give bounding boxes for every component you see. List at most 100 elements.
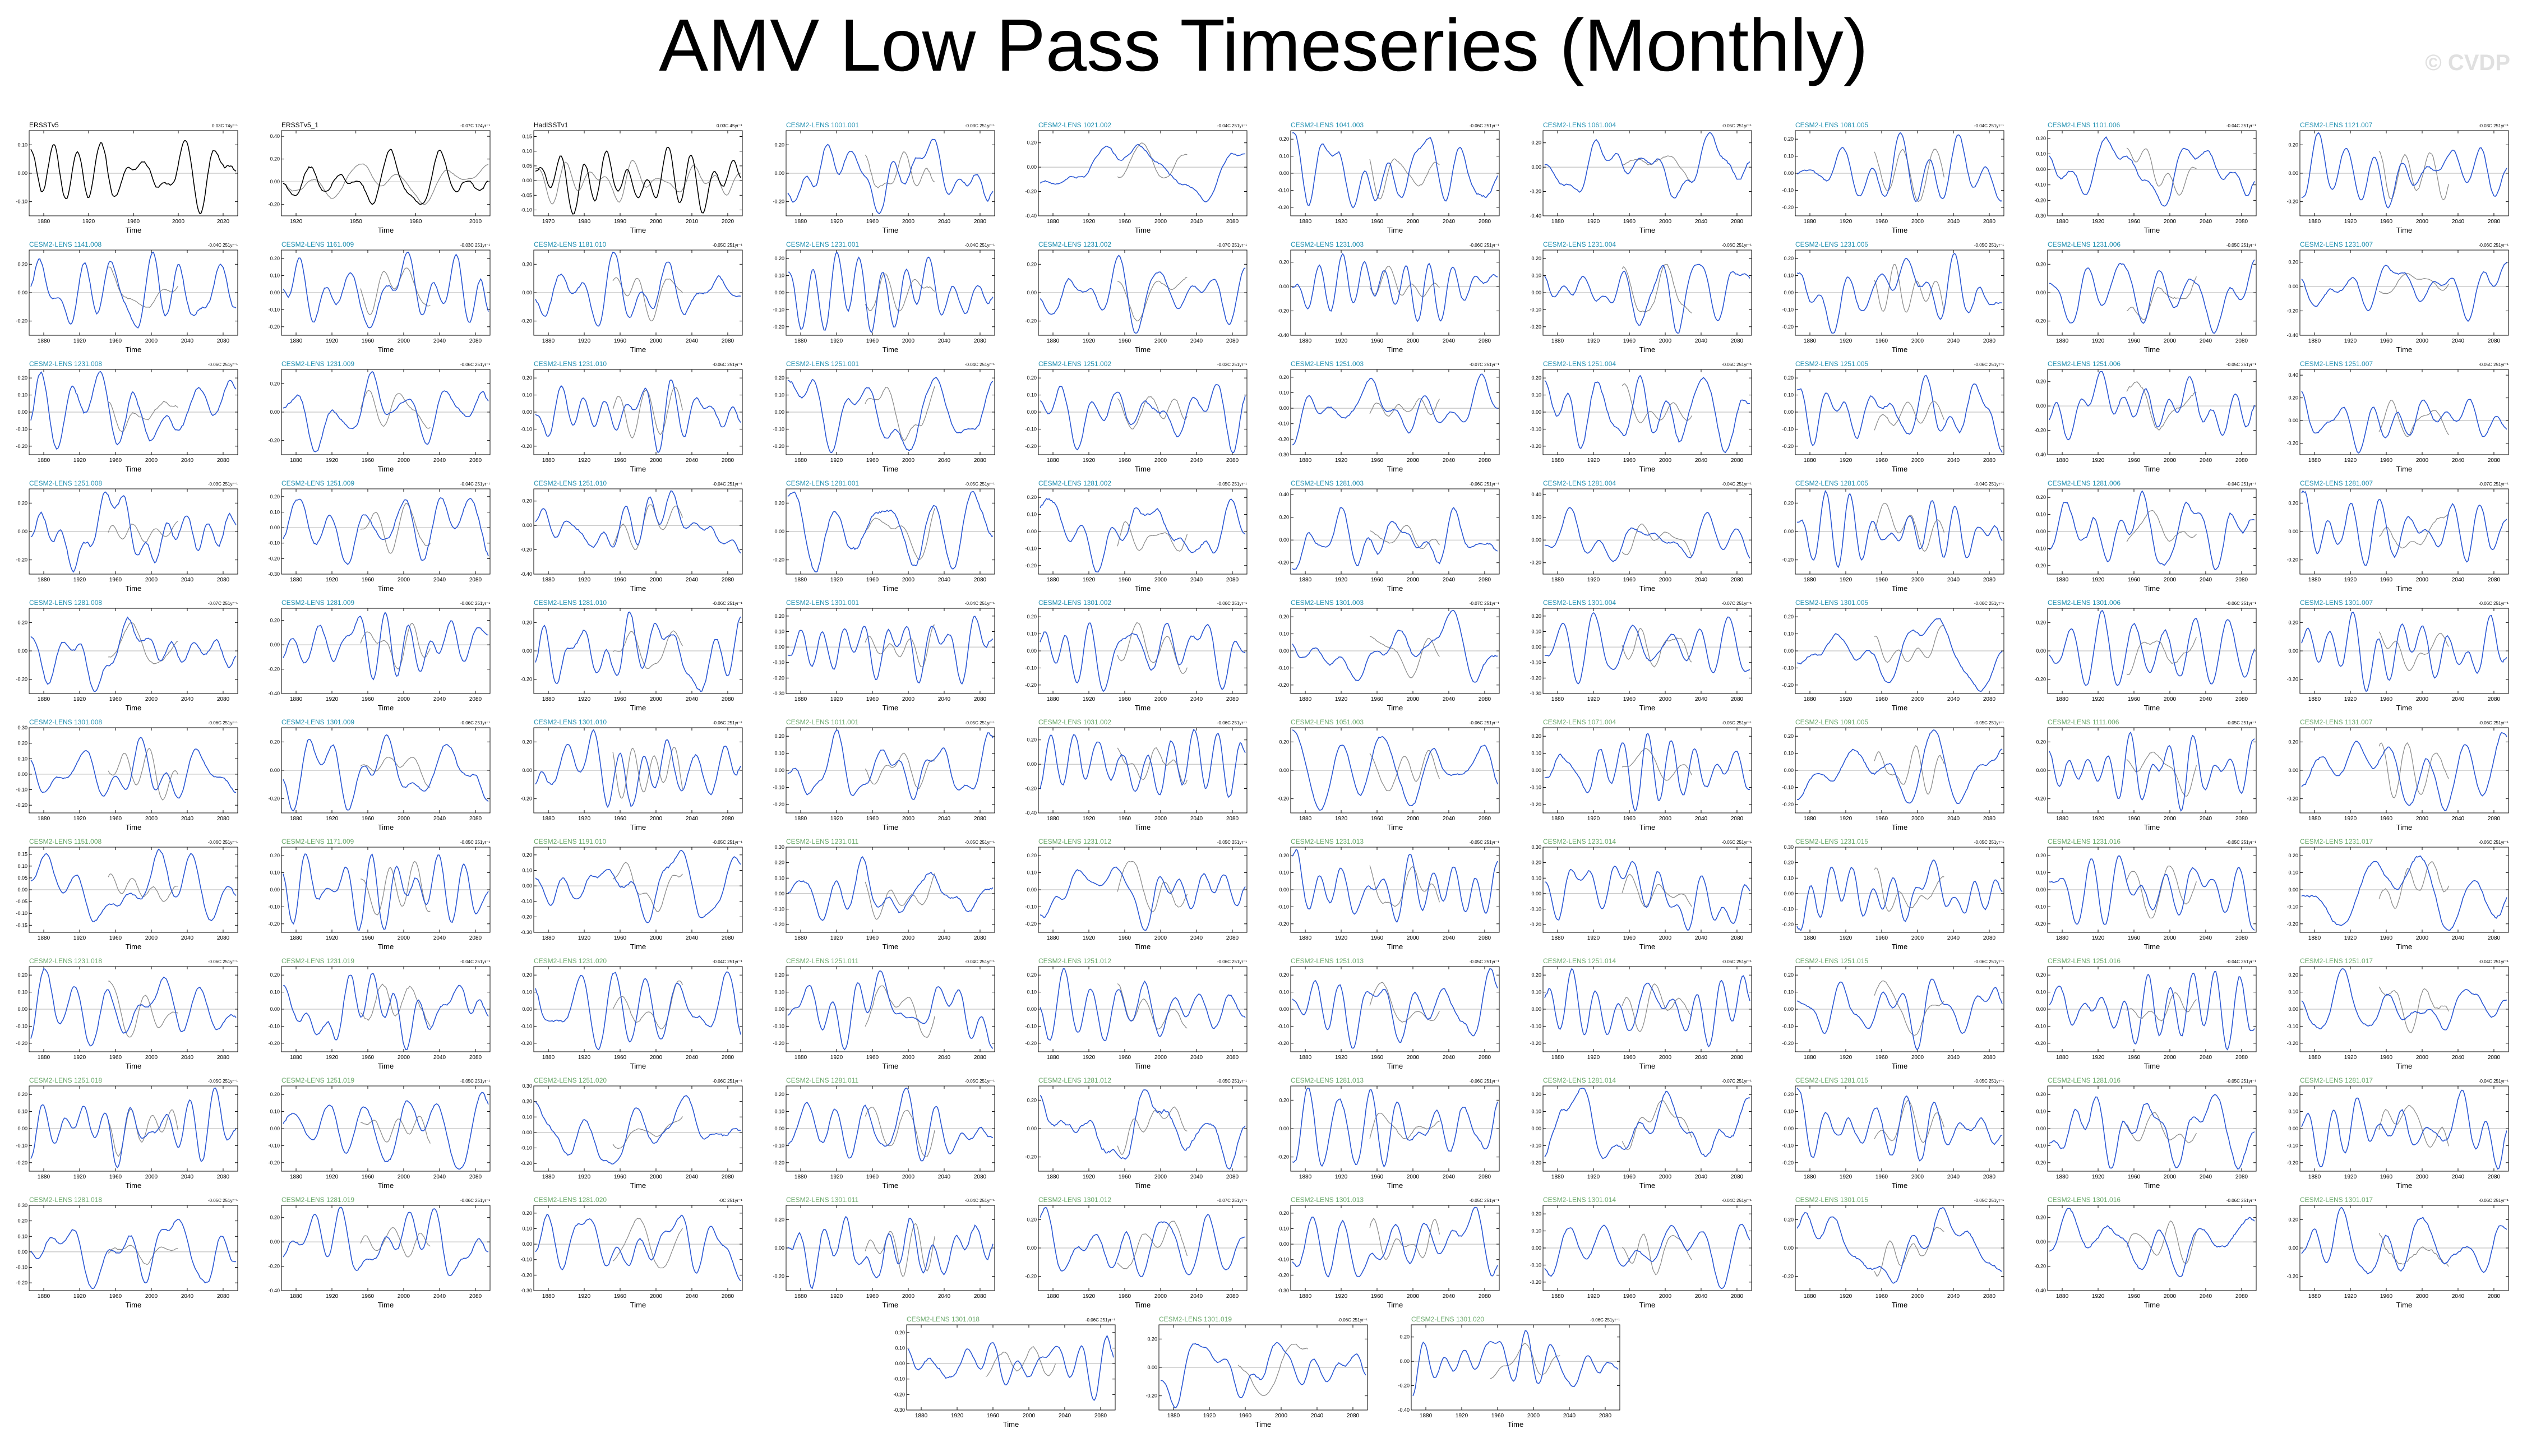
x-tick-label: 1880: [2308, 1055, 2321, 1061]
trend-label: -0.03C 251yr⁻¹: [2479, 123, 2508, 128]
timeseries-panel: CESM2-LENS 1281.019 -0.06C 251yr⁻¹0.200.0…: [268, 1196, 491, 1309]
x-tick-label: 1920: [2344, 577, 2357, 583]
y-tick-label: -0.20: [268, 796, 280, 802]
comparison-series-line: [1874, 745, 1945, 795]
timeseries-line: [2301, 490, 2507, 566]
y-tick-label: 0.20: [1027, 140, 1037, 146]
x-tick-label: 2000: [145, 935, 158, 941]
x-axis-label: Time: [630, 704, 646, 712]
x-tick-label: 2000: [145, 457, 158, 464]
x-tick-label: 1960: [866, 577, 879, 583]
panel-title: CESM2-LENS 1281.001: [786, 479, 859, 487]
x-tick-label: 1960: [614, 1174, 627, 1180]
trend-label: -0.07C 251yr⁻¹: [1217, 1198, 1247, 1203]
comparison-series-line: [1117, 142, 1188, 179]
x-tick-label: 2040: [1947, 338, 1960, 344]
timeseries-line: [1040, 1207, 1245, 1278]
x-axis-label: Time: [1387, 465, 1403, 473]
y-tick-label: -0.20: [2034, 796, 2046, 802]
comparison-series-line: [1117, 521, 1188, 552]
x-tick-label: 1880: [290, 338, 303, 344]
x-axis-label: Time: [630, 584, 646, 593]
timeseries-line: [1544, 733, 1750, 812]
trend-label: -0.05C 251yr⁻¹: [1217, 1079, 1247, 1084]
x-tick-label: 2040: [1695, 696, 1708, 702]
x-tick-label: 1880: [1299, 935, 1312, 941]
y-tick-label: 0.00: [1531, 537, 1541, 543]
x-tick-label: 1950: [350, 219, 363, 225]
timeseries-panel: CESM2-LENS 1281.014 -0.07C 251yr⁻¹0.200.1…: [1530, 1076, 1752, 1190]
x-tick-label: 2040: [181, 1293, 194, 1300]
x-axis-label: Time: [378, 704, 394, 712]
y-tick-label: -0.20: [2286, 1160, 2298, 1166]
y-tick-label: -0.10: [1025, 665, 1037, 671]
timeseries-line: [1796, 1207, 2003, 1284]
x-tick-label: 2080: [217, 1055, 230, 1061]
timeseries-line: [2301, 732, 2507, 812]
x-tick-label: 2000: [650, 1174, 663, 1180]
x-tick-label: 1920: [2344, 338, 2357, 344]
y-tick-label: 0.10: [1279, 390, 1289, 395]
y-tick-label: 0.00: [2288, 648, 2298, 654]
x-tick-label: 1960: [1623, 696, 1636, 702]
x-tick-label: 1960: [362, 935, 375, 941]
timeseries-line: [2301, 612, 2507, 692]
y-tick-label: -0.10: [1530, 784, 1541, 790]
trend-label: -0.04C 251yr⁻¹: [1722, 1198, 1752, 1203]
x-axis-label: Time: [126, 704, 141, 712]
y-tick-label: 0.00: [522, 290, 532, 295]
y-tick-label: -0.20: [773, 802, 784, 807]
x-tick-label: 1880: [1047, 816, 1060, 822]
x-tick-label: 1920: [2092, 816, 2105, 822]
timeseries-line: [1544, 264, 1750, 334]
trend-label: -0.05C 251yr⁻¹: [460, 840, 490, 845]
y-tick-label: 0.00: [270, 642, 280, 648]
panel-title: CESM2-LENS 1231.002: [1038, 241, 1111, 248]
x-tick-label: 2040: [2452, 577, 2465, 583]
x-tick-label: 1920: [830, 338, 843, 344]
x-tick-label: 2000: [1911, 219, 1924, 225]
x-tick-label: 2040: [2200, 457, 2212, 464]
x-tick-label: 1960: [1119, 935, 1131, 941]
x-tick-label: 2000: [650, 816, 663, 822]
timeseries-line: [2049, 136, 2255, 207]
x-tick-label: 2080: [1094, 1413, 1107, 1419]
x-tick-label: 1920: [1840, 1055, 1852, 1061]
plot-frame: [1290, 369, 1500, 455]
x-axis-label: Time: [1892, 704, 1907, 712]
x-tick-label: 1880: [794, 1055, 807, 1061]
x-tick-label: 1960: [1371, 1055, 1384, 1061]
y-tick-label: 0.00: [17, 1126, 27, 1131]
timeseries-line: [1040, 1089, 1246, 1170]
y-tick-label: -0.10: [1277, 421, 1289, 427]
x-tick-label: 1920: [326, 1293, 339, 1300]
x-tick-label: 2000: [1911, 577, 1924, 583]
x-axis-label: Time: [883, 1181, 898, 1190]
timeseries-line: [1040, 498, 1246, 573]
y-tick-label: 0.30: [522, 1083, 532, 1089]
y-tick-label: 0.00: [774, 1245, 784, 1251]
comparison-series-line: [2378, 742, 2449, 798]
timeseries-panel: CESM2-LENS 1191.010 -0.05C 251yr⁻¹0.200.1…: [520, 838, 743, 951]
x-axis-label: Time: [2144, 345, 2160, 354]
x-axis-label: Time: [1135, 584, 1151, 593]
comparison-series-line: [2378, 513, 2449, 549]
x-tick-label: 1880: [290, 1293, 303, 1300]
y-tick-label: -0.20: [1530, 1279, 1541, 1285]
x-tick-label: 1960: [866, 816, 879, 822]
timeseries-line: [2049, 371, 2255, 441]
x-tick-label: 2000: [2416, 935, 2429, 941]
trend-label: -0.05C 251yr⁻¹: [208, 1079, 238, 1084]
trend-label: -0.04C 251yr⁻¹: [2226, 123, 2256, 128]
y-tick-label: 0.20: [774, 142, 784, 147]
x-tick-label: 2080: [974, 1055, 987, 1061]
y-tick-label: 0.00: [522, 768, 532, 773]
y-tick-label: 0.20: [774, 256, 784, 261]
timeseries-panel: CESM2-LENS 1231.013 -0.05C 251yr⁻¹0.200.1…: [1277, 838, 1500, 951]
x-tick-label: 2000: [1911, 696, 1924, 702]
x-tick-label: 1920: [326, 935, 339, 941]
x-tick-label: 1920: [326, 816, 339, 822]
x-tick-label: 2080: [1479, 219, 1491, 225]
trend-label: -0.06C 251yr⁻¹: [1974, 601, 2004, 606]
comparison-series-line: [1874, 867, 1944, 912]
